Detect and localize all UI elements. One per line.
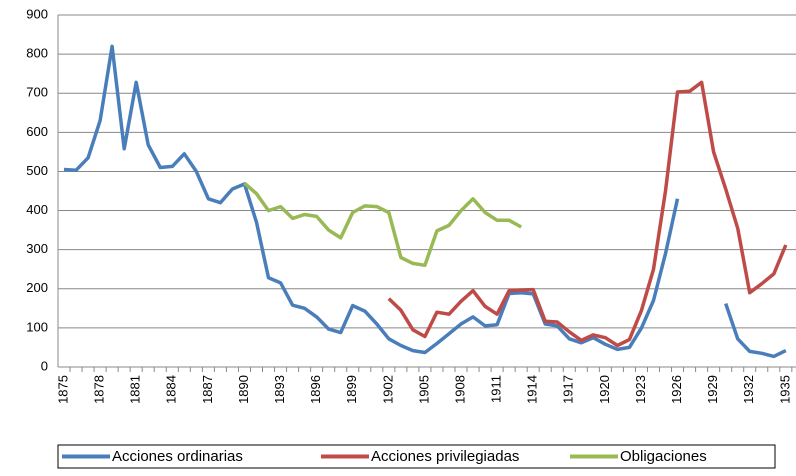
y-tick-label: 200	[26, 280, 48, 295]
x-tick-label: 1908	[452, 375, 467, 404]
legend-label: Acciones privilegiadas	[371, 448, 519, 465]
x-tick-label: 1917	[561, 375, 576, 404]
x-tick-label: 1926	[669, 375, 684, 404]
series-line	[387, 80, 788, 348]
x-tick-label: 1929	[705, 375, 720, 404]
x-tick-label: 1875	[55, 375, 70, 404]
x-tick-label: 1893	[272, 375, 287, 404]
y-tick-label: 0	[41, 358, 48, 373]
y-tick-label: 800	[26, 46, 48, 61]
y-tick-label: 900	[26, 6, 48, 21]
x-tick-label: 1899	[344, 375, 359, 404]
y-tick-label: 600	[26, 124, 48, 139]
x-tick-label: 1884	[164, 375, 179, 404]
x-tick-label: 1914	[525, 375, 540, 404]
x-tick-label: 1881	[128, 375, 143, 404]
x-tick-label: 1896	[308, 375, 323, 404]
x-tick-label: 1905	[416, 375, 431, 404]
x-tick-label: 1878	[92, 375, 107, 404]
x-tick-label: 1935	[777, 375, 792, 404]
series-line	[243, 181, 523, 268]
x-tick-label: 1890	[236, 375, 251, 404]
y-tick-label: 700	[26, 85, 48, 100]
y-tick-label: 300	[26, 241, 48, 256]
y-tick-label: 500	[26, 163, 48, 178]
x-tick-label: 1887	[200, 375, 215, 404]
x-tick-label: 1902	[380, 375, 395, 404]
x-tick-label: 1911	[489, 375, 504, 403]
y-tick-label: 100	[26, 319, 48, 334]
series-line	[63, 44, 787, 359]
legend-label: Acciones ordinarias	[112, 448, 243, 465]
x-tick-label: 1932	[741, 375, 756, 404]
y-tick-label: 400	[26, 202, 48, 217]
legend-label: Obligaciones	[620, 448, 707, 465]
legend-box	[57, 444, 776, 469]
x-tick-label: 1923	[633, 375, 648, 404]
x-tick-label: 1920	[597, 375, 612, 404]
